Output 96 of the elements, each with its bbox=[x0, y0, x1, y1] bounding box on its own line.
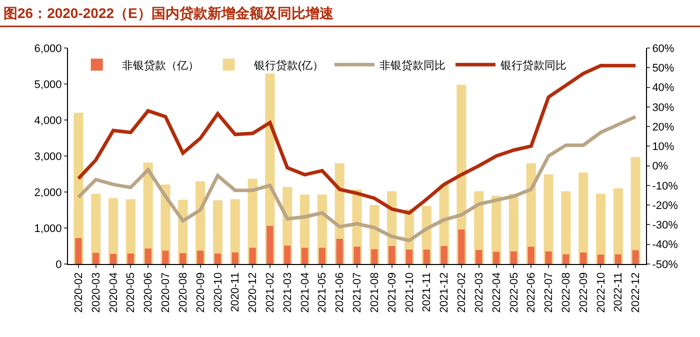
bar bbox=[545, 251, 552, 264]
bar bbox=[562, 254, 570, 264]
bar bbox=[284, 246, 291, 264]
y2-tick-label: -10% bbox=[652, 180, 678, 192]
bar bbox=[162, 250, 169, 264]
bar bbox=[423, 250, 430, 264]
bar bbox=[110, 254, 117, 264]
x-tick-label: 2021-12 bbox=[438, 272, 451, 313]
y-tick-label: 6,000 bbox=[34, 42, 62, 55]
bar bbox=[492, 252, 500, 264]
bar bbox=[596, 194, 606, 264]
x-tick-label: 2022-05 bbox=[508, 272, 520, 313]
bar bbox=[232, 252, 238, 264]
x-tick-label: 2020-11 bbox=[230, 272, 242, 312]
x-tick-label: 2021-02 bbox=[264, 272, 277, 313]
bar bbox=[614, 254, 622, 264]
bar bbox=[318, 248, 326, 264]
x-tick-label: 2020-04 bbox=[108, 272, 120, 313]
bar bbox=[458, 229, 465, 264]
bar bbox=[597, 254, 604, 264]
bar bbox=[336, 238, 343, 264]
bar bbox=[301, 248, 308, 264]
bar bbox=[510, 251, 517, 264]
y2-tick-label: -20% bbox=[652, 200, 678, 212]
bar bbox=[578, 172, 588, 264]
y2-tick-label: -50% bbox=[652, 258, 678, 271]
x-tick-label: 2021-04 bbox=[299, 272, 312, 313]
x-tick-label: 2022-12 bbox=[630, 272, 642, 313]
y2-tick-label: 0% bbox=[652, 160, 668, 173]
bar bbox=[354, 246, 360, 264]
line-series bbox=[76, 114, 638, 242]
bar bbox=[127, 254, 134, 264]
x-tick-label: 2022-08 bbox=[560, 272, 572, 313]
bar bbox=[630, 157, 640, 264]
x-tick-label: 2021-06 bbox=[334, 272, 346, 313]
y-tick-label: 0 bbox=[56, 258, 62, 271]
y2-tick-label: -40% bbox=[652, 239, 678, 252]
x-tick-label: 2020-03 bbox=[90, 272, 102, 313]
x-tick-label: 2020-09 bbox=[194, 272, 207, 313]
x-tick-label: 2022-11 bbox=[612, 272, 625, 312]
bar bbox=[440, 246, 448, 264]
bar bbox=[388, 246, 396, 264]
bar bbox=[632, 250, 639, 264]
x-tick-label: 2020-12 bbox=[247, 272, 260, 313]
bar bbox=[580, 252, 587, 264]
bar bbox=[92, 252, 100, 264]
legend-label: 银行贷款同比 bbox=[499, 58, 566, 72]
x-tick-label: 2021-10 bbox=[404, 272, 416, 313]
x-tick-label: 2021-05 bbox=[316, 272, 329, 313]
x-tick-label: 2021-07 bbox=[352, 272, 364, 313]
bar bbox=[197, 250, 204, 264]
x-tick-label: 2022-04 bbox=[490, 272, 503, 313]
y2-tick-label: 20% bbox=[652, 121, 674, 134]
x-tick-label: 2022-03 bbox=[473, 272, 486, 313]
x-tick-label: 2022-02 bbox=[456, 272, 468, 313]
legend-label: 非银贷款（亿） bbox=[122, 58, 199, 72]
bar bbox=[476, 250, 482, 264]
x-tick-label: 2020-06 bbox=[142, 272, 155, 313]
legend-label: 银行贷款(亿） bbox=[252, 58, 324, 72]
x-tick-label: 2020-10 bbox=[212, 272, 224, 313]
bar bbox=[528, 246, 534, 264]
y2-tick-label: 60% bbox=[652, 42, 674, 55]
x-tick-label: 2021-11 bbox=[421, 272, 434, 312]
bar bbox=[613, 188, 623, 264]
bar bbox=[144, 248, 152, 264]
y-tick-label: 4,000 bbox=[34, 114, 62, 127]
x-tick-label: 2021-08 bbox=[368, 272, 381, 313]
y2-tick-label: 10% bbox=[652, 141, 674, 154]
x-tick-label: 2022-06 bbox=[526, 272, 538, 313]
x-tick-label: 2022-07 bbox=[543, 272, 556, 313]
x-tick-label: 2022-09 bbox=[578, 272, 590, 313]
x-tick-label: 2021-03 bbox=[282, 272, 294, 313]
y2-tick-label: 50% bbox=[652, 62, 674, 74]
x-tick-label: 2020-07 bbox=[160, 272, 172, 313]
bar bbox=[75, 238, 82, 264]
y-tick-label: 3,000 bbox=[34, 150, 62, 163]
y-tick-label: 5,000 bbox=[34, 78, 62, 91]
chart-title: 图26：2020-2022（E）国内贷款新增金额及同比增速 bbox=[4, 5, 334, 22]
y2-tick-label: 40% bbox=[652, 82, 674, 94]
bar bbox=[371, 249, 378, 264]
legend-label: 非银贷款同比 bbox=[379, 58, 446, 72]
bar bbox=[561, 191, 571, 264]
x-tick-label: 2020-02 bbox=[73, 272, 86, 313]
y-tick-label: 1,000 bbox=[34, 222, 62, 235]
y2-tick-label: 30% bbox=[652, 102, 674, 114]
bar bbox=[406, 250, 413, 264]
x-tick-label: 2022-10 bbox=[595, 272, 608, 313]
x-tick-label: 2020-08 bbox=[177, 272, 190, 313]
bar bbox=[266, 226, 274, 264]
x-tick-label: 2020-05 bbox=[125, 272, 138, 313]
y2-tick-label: -30% bbox=[652, 220, 678, 232]
y-tick-label: 2,000 bbox=[34, 186, 62, 199]
x-tick-label: 2021-09 bbox=[386, 272, 398, 313]
bar bbox=[214, 254, 222, 264]
bar bbox=[249, 248, 256, 264]
bar bbox=[180, 253, 186, 264]
